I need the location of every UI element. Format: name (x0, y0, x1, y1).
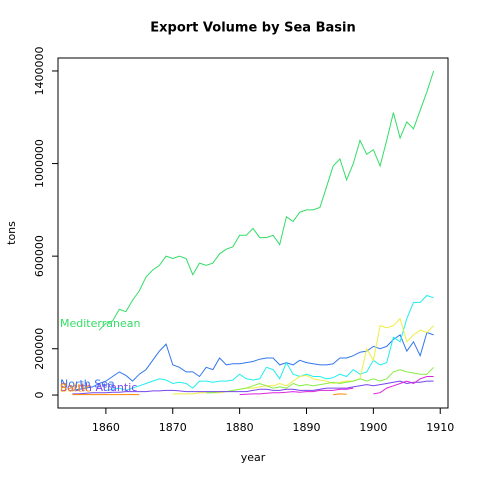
series-line (239, 376, 434, 396)
y-tick-label: 1000000 (33, 139, 46, 188)
series-label: South Atlantic (60, 381, 137, 394)
series-line (98, 70, 435, 331)
series-line (105, 294, 434, 391)
x-tick-label: 1870 (159, 421, 187, 434)
x-tick-label: 1900 (359, 421, 387, 434)
y-tick-label: 0 (33, 392, 46, 399)
series-line (72, 380, 434, 395)
x-tick-label: 1860 (92, 421, 120, 434)
y-tick-label: 200000 (33, 328, 46, 370)
series-line (172, 317, 434, 395)
x-axis-label: year (241, 451, 266, 464)
series-label: Baltic (60, 382, 91, 395)
y-axis-label: tons (5, 221, 18, 245)
series-line (206, 366, 434, 394)
y-tick-label: 1400000 (33, 46, 46, 95)
x-tick-label: 1910 (426, 421, 454, 434)
x-tick-label: 1890 (292, 421, 320, 434)
y-tick-label: 600000 (33, 235, 46, 277)
x-tick-label: 1880 (226, 421, 254, 434)
series-label: Mediterranean (60, 317, 140, 330)
series-line (72, 331, 434, 391)
series-label: North Sea (60, 377, 115, 390)
chart-title: Export Volume by Sea Basin (150, 21, 355, 36)
series-line (72, 393, 347, 396)
plot-frame (57, 57, 449, 409)
